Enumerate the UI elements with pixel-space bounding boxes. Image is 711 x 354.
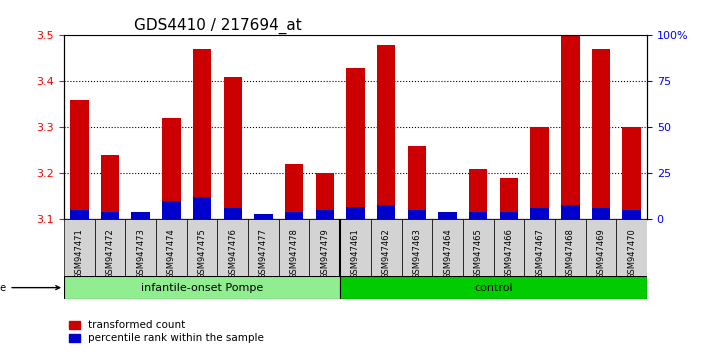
Text: GSM947461: GSM947461 (351, 228, 360, 279)
Text: control: control (474, 282, 513, 293)
Text: GSM947479: GSM947479 (321, 228, 329, 279)
FancyBboxPatch shape (340, 276, 647, 299)
FancyBboxPatch shape (248, 219, 279, 276)
Bar (346, 207, 365, 219)
Bar (132, 215, 150, 219)
FancyBboxPatch shape (279, 219, 309, 276)
Bar (500, 178, 518, 219)
Bar (285, 164, 304, 219)
FancyBboxPatch shape (432, 219, 463, 276)
Text: GSM947467: GSM947467 (535, 228, 544, 279)
Bar (407, 210, 426, 219)
FancyBboxPatch shape (371, 219, 402, 276)
Text: GDS4410 / 217694_at: GDS4410 / 217694_at (134, 18, 301, 34)
FancyBboxPatch shape (555, 219, 586, 276)
Text: GSM947471: GSM947471 (75, 228, 84, 279)
Bar (530, 209, 549, 219)
FancyBboxPatch shape (95, 219, 125, 276)
Text: GSM947474: GSM947474 (167, 228, 176, 279)
FancyBboxPatch shape (309, 219, 340, 276)
Text: GSM947469: GSM947469 (597, 228, 606, 279)
Legend: transformed count, percentile rank within the sample: transformed count, percentile rank withi… (69, 320, 264, 343)
Bar (285, 212, 304, 219)
Bar (70, 100, 89, 219)
Bar (500, 212, 518, 219)
Bar (592, 49, 610, 219)
Bar (377, 205, 395, 219)
Bar (255, 215, 272, 219)
Bar (101, 155, 119, 219)
Bar (255, 214, 272, 219)
Text: GSM947472: GSM947472 (105, 228, 114, 279)
FancyBboxPatch shape (156, 219, 187, 276)
FancyBboxPatch shape (402, 219, 432, 276)
Bar (592, 209, 610, 219)
FancyBboxPatch shape (218, 219, 248, 276)
Text: GSM947466: GSM947466 (504, 228, 513, 279)
Bar (469, 169, 488, 219)
Bar (530, 127, 549, 219)
Bar (101, 212, 119, 219)
Text: GSM947476: GSM947476 (228, 228, 237, 279)
Bar (162, 118, 181, 219)
Text: GSM947462: GSM947462 (382, 228, 390, 279)
FancyBboxPatch shape (187, 219, 218, 276)
Bar (316, 173, 334, 219)
Bar (223, 209, 242, 219)
FancyBboxPatch shape (64, 276, 340, 299)
FancyBboxPatch shape (463, 219, 493, 276)
Text: GSM947465: GSM947465 (474, 228, 483, 279)
Text: GSM947478: GSM947478 (289, 228, 299, 279)
Text: GSM947464: GSM947464 (443, 228, 452, 279)
Bar (622, 210, 641, 219)
FancyBboxPatch shape (125, 219, 156, 276)
Text: GSM947477: GSM947477 (259, 228, 268, 279)
FancyBboxPatch shape (340, 219, 371, 276)
Bar (561, 35, 579, 219)
FancyBboxPatch shape (493, 219, 524, 276)
FancyBboxPatch shape (524, 219, 555, 276)
Text: GSM947470: GSM947470 (627, 228, 636, 279)
FancyBboxPatch shape (64, 219, 95, 276)
Bar (439, 212, 456, 219)
Bar (223, 77, 242, 219)
Bar (407, 146, 426, 219)
Text: disease state: disease state (0, 282, 60, 293)
Bar (377, 45, 395, 219)
Bar (70, 210, 89, 219)
Bar (622, 127, 641, 219)
FancyBboxPatch shape (616, 219, 647, 276)
FancyBboxPatch shape (586, 219, 616, 276)
Bar (162, 201, 181, 219)
Text: GSM947468: GSM947468 (566, 228, 574, 279)
Text: GSM947473: GSM947473 (137, 228, 145, 279)
Bar (193, 198, 211, 219)
Bar (561, 205, 579, 219)
Text: GSM947463: GSM947463 (412, 228, 422, 279)
Text: infantile-onset Pompe: infantile-onset Pompe (141, 282, 263, 293)
Bar (132, 212, 150, 219)
Bar (469, 212, 488, 219)
Text: GSM947475: GSM947475 (198, 228, 207, 279)
Bar (316, 210, 334, 219)
Bar (346, 68, 365, 219)
Bar (193, 49, 211, 219)
Bar (439, 215, 456, 219)
